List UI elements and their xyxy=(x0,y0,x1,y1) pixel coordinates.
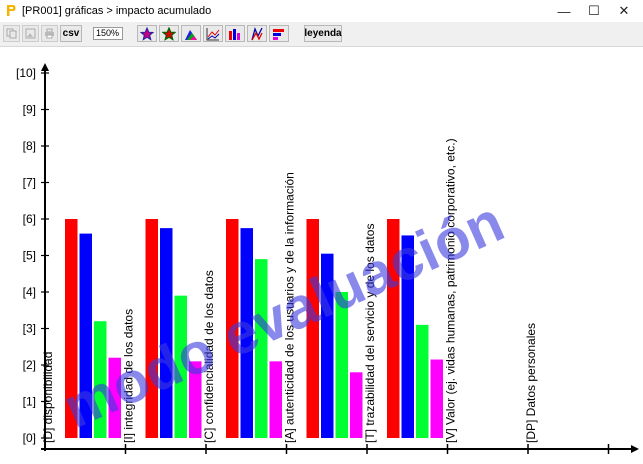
y-tick-label: [3] xyxy=(23,322,36,336)
bar-chart-button[interactable] xyxy=(225,25,245,42)
category-label: [I] integridad de los datos xyxy=(122,309,136,443)
bar xyxy=(189,361,202,438)
bar xyxy=(306,219,319,438)
y-tick-label: [7] xyxy=(23,176,36,190)
radar-filled-button[interactable] xyxy=(159,25,179,42)
copy-icon xyxy=(6,28,17,39)
title-bar: [PR001] gráficas > impacto acumulado — ☐… xyxy=(0,0,643,22)
bar xyxy=(94,321,107,438)
category-label: [T] trazabilidad del servicio y de los d… xyxy=(363,224,377,443)
y-tick-label: [10] xyxy=(16,66,36,80)
category-label: [DP] Datos personales xyxy=(524,323,538,443)
print-button[interactable] xyxy=(41,25,58,42)
horizontal-bar-button[interactable] xyxy=(269,25,289,42)
y-tick-label: [1] xyxy=(23,395,36,409)
stacked-line-button[interactable] xyxy=(247,25,267,42)
window-title: [PR001] gráficas > impacto acumulado xyxy=(22,5,212,17)
legend-button[interactable]: leyenda xyxy=(304,25,342,42)
category-label: [A] autenticidad de los usuarios y de la… xyxy=(283,172,297,443)
bar xyxy=(430,359,443,438)
bar xyxy=(240,228,253,438)
toolbar: csv 150% leyenda xyxy=(0,22,643,47)
stacked-line-icon xyxy=(251,26,263,40)
area-chart-icon xyxy=(185,29,197,40)
bar xyxy=(255,259,268,438)
bar xyxy=(269,361,282,438)
bar xyxy=(387,219,400,438)
minimize-button[interactable]: — xyxy=(557,3,571,19)
line-chart-icon xyxy=(206,27,220,40)
bar xyxy=(108,357,121,438)
bar xyxy=(79,233,92,438)
area-chart-button[interactable] xyxy=(181,25,201,42)
y-axis-arrow-icon xyxy=(41,63,49,71)
category-label: [V] Valor (ej. vidas humanas, patrimonio… xyxy=(444,138,458,443)
bar xyxy=(416,324,429,438)
y-tick-label: [0] xyxy=(23,431,36,445)
bar xyxy=(160,228,173,438)
bar xyxy=(401,235,414,438)
copy-button[interactable] xyxy=(3,25,20,42)
image-button[interactable] xyxy=(22,25,39,42)
horizontal-bar-icon xyxy=(273,28,284,40)
star-filled-icon xyxy=(162,26,176,41)
y-tick-label: [6] xyxy=(23,212,36,226)
bar xyxy=(174,295,187,438)
radar-chart-button[interactable] xyxy=(137,25,157,42)
y-tick-label: [4] xyxy=(23,285,36,299)
bar xyxy=(65,219,78,438)
y-tick-label: [5] xyxy=(23,249,36,263)
zoom-input[interactable]: 150% xyxy=(93,27,123,40)
image-icon xyxy=(25,28,36,39)
bar xyxy=(226,219,239,438)
bar xyxy=(321,253,334,438)
y-tick-label: [9] xyxy=(23,103,36,117)
line-chart-button[interactable] xyxy=(203,25,223,42)
impact-chart: [0] [1] [2] [3] [4] [5] [6] [7] [8] [9] [10] [D] d… xyxy=(16,63,639,454)
csv-button[interactable]: csv xyxy=(60,25,82,42)
y-tick-label: [8] xyxy=(23,139,36,153)
x-axis-arrow-icon xyxy=(631,445,639,453)
bar xyxy=(145,219,158,438)
app-logo-icon xyxy=(7,5,16,16)
bar xyxy=(335,292,348,438)
bar xyxy=(350,372,363,438)
category-label: [C] confidencialidad de los datos xyxy=(202,270,216,443)
y-tick-label: [2] xyxy=(23,358,36,372)
bar-chart-icon xyxy=(229,28,240,40)
category-label: [D] disponibilidad xyxy=(41,352,55,443)
maximize-button[interactable]: ☐ xyxy=(588,3,600,18)
printer-icon xyxy=(45,28,54,39)
star-chart-icon xyxy=(140,26,154,41)
close-button[interactable]: ✕ xyxy=(618,3,630,18)
